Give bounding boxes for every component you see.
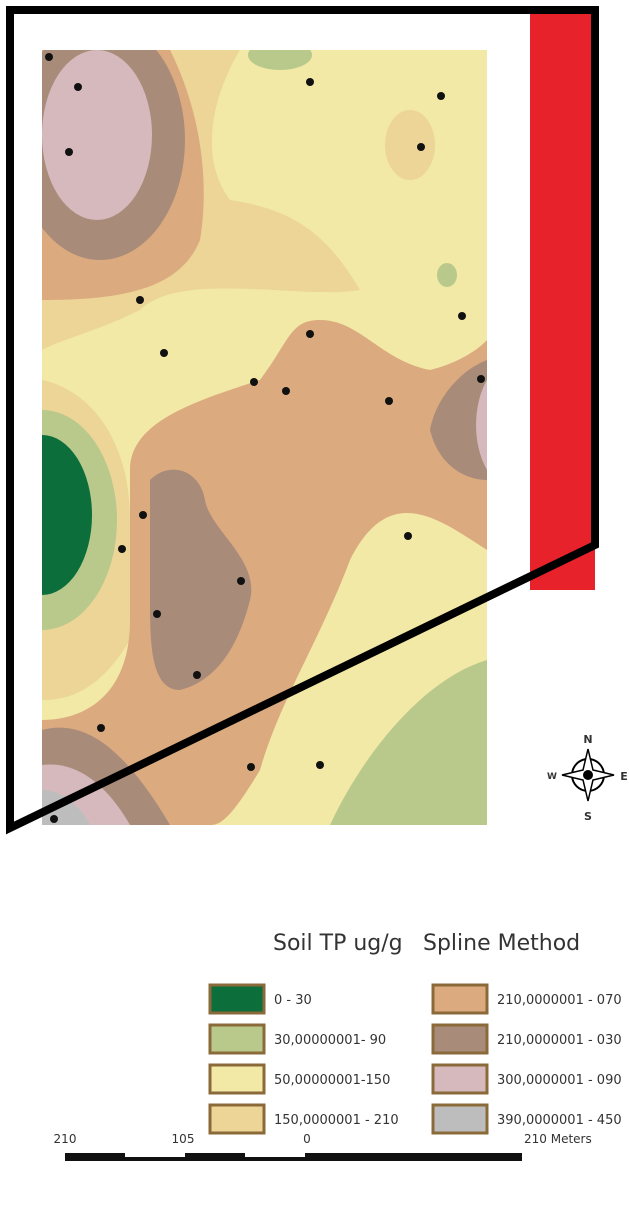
legend-swatch [431, 1063, 489, 1095]
legend: 0 - 30 30,00000001- 90 50,00000001-150 150,… [208, 983, 622, 1135]
legend-swatch [208, 1023, 266, 1055]
contour-map [42, 50, 487, 825]
legend-label: 0 - 30 [274, 993, 312, 1008]
sample-points [45, 53, 485, 823]
compass-e: E [620, 770, 628, 783]
legend-subtitle: Spline Method [423, 931, 580, 956]
red-strip [530, 10, 595, 590]
scale-label: 105 [172, 1132, 195, 1146]
legend-swatch [431, 1103, 489, 1135]
compass-n: N [583, 733, 592, 746]
compass-w: W [547, 772, 557, 782]
legend-label: 30,00000001- 90 [274, 1033, 386, 1048]
frame [6, 6, 599, 835]
scale-bar: 210 105 0 210 Meters [54, 1132, 592, 1161]
compass-s: S [584, 810, 592, 823]
scale-label: 210 Meters [524, 1132, 592, 1146]
legend-title: Soil TP ug/g [273, 931, 403, 956]
legend-label: 210,0000001 - 070 [497, 993, 622, 1008]
compass: N S W E [547, 733, 628, 823]
scale-label: 0 [303, 1132, 311, 1146]
legend-swatch [431, 983, 489, 1015]
legend-swatch [431, 1023, 489, 1055]
scale-label: 210 [54, 1132, 77, 1146]
legend-label: 300,0000001 - 090 [497, 1073, 622, 1088]
legend-label: 150,0000001 - 210 [274, 1113, 399, 1128]
legend-label: 390,0000001 - 450 [497, 1113, 622, 1128]
legend-label: 50,00000001-150 [274, 1073, 390, 1088]
legend-label: 210,0000001 - 030 [497, 1033, 622, 1048]
legend-swatch [208, 1103, 266, 1135]
legend-swatch [208, 983, 266, 1015]
legend-swatch [208, 1063, 266, 1095]
